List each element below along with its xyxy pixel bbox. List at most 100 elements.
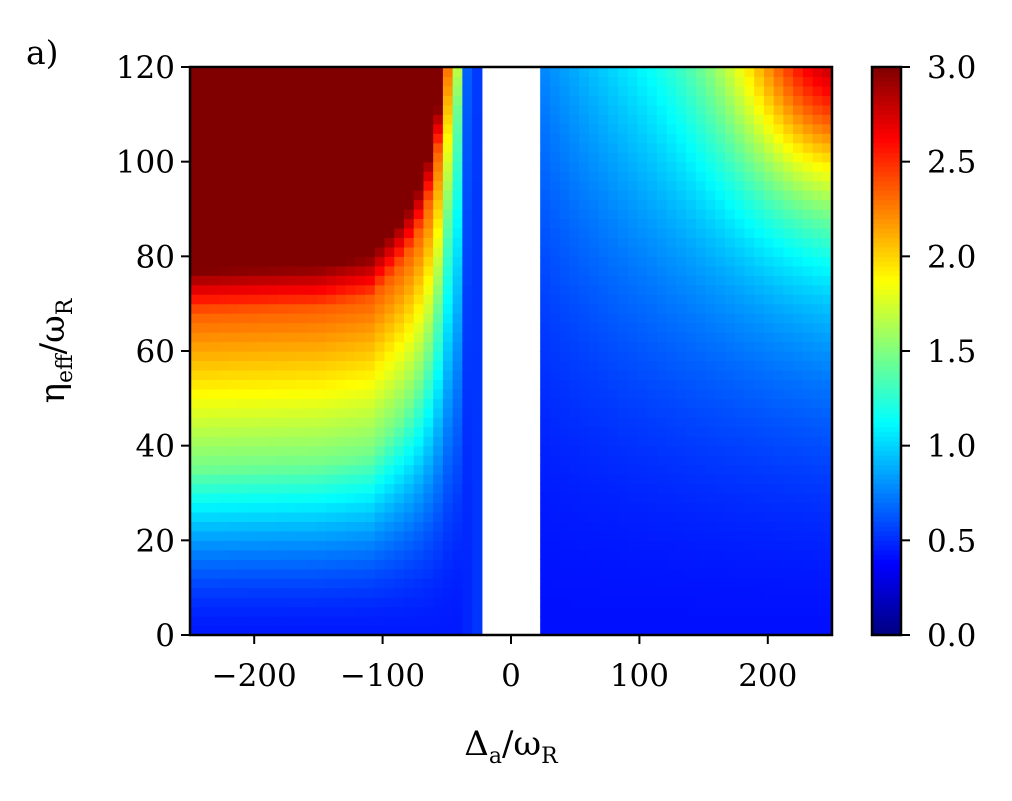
heatmap-cell [608, 606, 619, 617]
heatmap-cell [316, 474, 327, 485]
heatmap-cell [579, 388, 590, 399]
colorbar-strip [872, 256, 901, 262]
heatmap-cell [287, 313, 298, 324]
heatmap-cell [773, 426, 784, 437]
heatmap-cell [734, 171, 746, 182]
heatmap-cell [763, 351, 775, 362]
heatmap-cell [569, 256, 580, 267]
heatmap-cell [637, 133, 648, 144]
heatmap-cell [326, 455, 337, 466]
heatmap-cell [754, 161, 765, 172]
heatmap-cell [404, 493, 415, 504]
heatmap-cell [277, 284, 288, 295]
heatmap-cell [423, 104, 434, 115]
heatmap-cell [754, 313, 765, 324]
heatmap-cell [199, 332, 211, 343]
heatmap-cell [267, 511, 279, 522]
heatmap-cell [316, 483, 327, 494]
heatmap-cell [647, 549, 658, 560]
heatmap-cell [569, 142, 580, 153]
heatmap-cell [588, 511, 600, 522]
colorbar-strip [872, 436, 901, 442]
colorbar-tick-label: 1.0 [927, 429, 976, 465]
heatmap-cell [287, 379, 298, 390]
heatmap-cell [802, 360, 814, 371]
heatmap-cell [277, 474, 288, 485]
heatmap-cell [705, 313, 716, 324]
colorbar-strip [872, 242, 901, 248]
heatmap-cell [656, 493, 668, 504]
heatmap-cell [258, 369, 269, 380]
heatmap-cell [228, 199, 240, 210]
heatmap-cell [793, 246, 804, 257]
heatmap-cell [228, 578, 240, 589]
heatmap-cell [812, 483, 823, 494]
heatmap-cell [374, 227, 386, 238]
heatmap-cell [598, 104, 609, 115]
heatmap-cell [423, 597, 434, 608]
heatmap-cell [423, 549, 434, 560]
heatmap-cell [199, 587, 211, 598]
colorbar-strip [872, 313, 901, 319]
heatmap-cell [472, 332, 483, 343]
heatmap-cell [462, 152, 473, 163]
heatmap-cell [316, 388, 327, 399]
heatmap-cell [569, 587, 580, 598]
heatmap-cell [812, 530, 823, 541]
heatmap-cell [812, 133, 823, 144]
heatmap-cell [549, 152, 561, 163]
heatmap-cell [744, 95, 755, 106]
heatmap-cell [277, 171, 288, 182]
heatmap-cell [744, 246, 755, 257]
heatmap-cell [462, 123, 473, 134]
heatmap-cell [326, 426, 337, 437]
heatmap-cell [248, 341, 259, 352]
heatmap-cell [822, 246, 833, 257]
heatmap-cell [598, 303, 609, 314]
heatmap-cell [773, 455, 784, 466]
colorbar-strip [872, 308, 901, 314]
heatmap-cell [812, 407, 823, 418]
heatmap-cell [452, 625, 463, 636]
heatmap-cell [238, 587, 249, 598]
heatmap-cell [549, 209, 561, 220]
heatmap-cell [559, 142, 570, 153]
heatmap-cell [287, 606, 298, 617]
heatmap-cell [549, 256, 561, 267]
heatmap-cell [472, 474, 483, 485]
heatmap-cell [287, 351, 298, 362]
heatmap-cell [365, 114, 376, 125]
heatmap-cell [335, 369, 347, 380]
heatmap-cell [404, 625, 415, 636]
heatmap-cell [715, 464, 726, 475]
colorbar-strip [872, 351, 901, 357]
heatmap-cell [656, 180, 668, 191]
colorbar-strip [872, 388, 901, 395]
heatmap-cell [462, 379, 473, 390]
heatmap-cell [209, 625, 220, 636]
heatmap-cell [228, 597, 240, 608]
heatmap-cell [345, 455, 356, 466]
heatmap-cell [374, 161, 386, 172]
heatmap-cell [559, 407, 570, 418]
heatmap-cell [326, 616, 337, 627]
heatmap-cell [812, 445, 823, 456]
heatmap-cell [472, 559, 483, 570]
heatmap-cell [452, 275, 463, 286]
heatmap-cell [802, 303, 814, 314]
heatmap-cell [618, 303, 629, 314]
heatmap-cell [297, 76, 308, 87]
heatmap-cell [258, 407, 269, 418]
heatmap-cell [754, 294, 765, 305]
heatmap-cell [754, 332, 765, 343]
heatmap-cell [365, 256, 376, 267]
heatmap-cell [715, 104, 726, 115]
heatmap-cell [209, 578, 220, 589]
heatmap-cell [326, 587, 337, 598]
heatmap-cell [695, 209, 707, 220]
heatmap-cell [627, 190, 639, 201]
heatmap-cell [345, 407, 356, 418]
heatmap-cell [277, 85, 288, 96]
heatmap-cell [637, 549, 648, 560]
heatmap-cell [433, 417, 444, 428]
